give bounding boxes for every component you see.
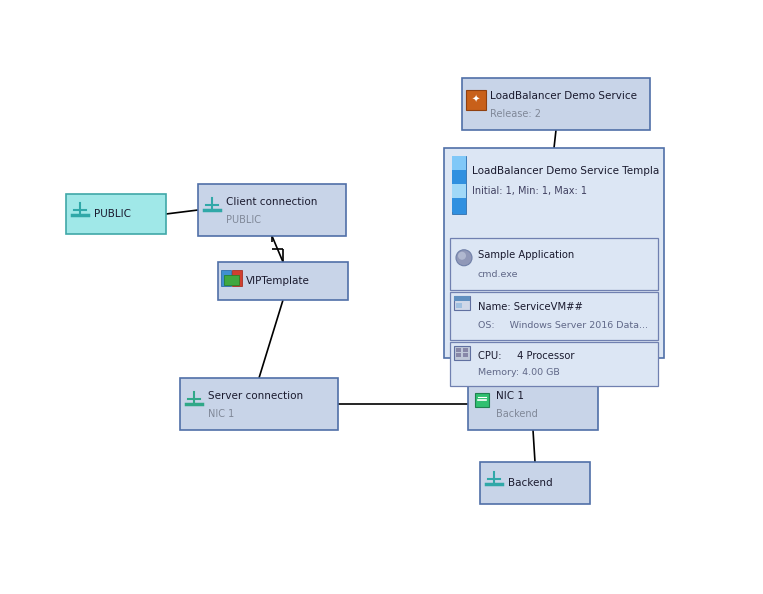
Bar [221, 270, 231, 286]
Bar [450, 342, 658, 386]
Bar [218, 262, 348, 300]
Bar [456, 303, 462, 308]
Text: Server connection: Server connection [208, 391, 303, 401]
Text: cmd.exe: cmd.exe [478, 270, 519, 279]
Text: PUBLIC: PUBLIC [94, 209, 131, 219]
Bar [463, 353, 468, 357]
Text: LoadBalancer Demo Service: LoadBalancer Demo Service [490, 91, 637, 101]
Bar [444, 148, 664, 358]
Text: Release: 2: Release: 2 [490, 109, 541, 119]
Circle shape [458, 252, 466, 260]
Text: LoadBalancer Demo Service Templa: LoadBalancer Demo Service Templa [472, 166, 659, 176]
Bar [456, 348, 461, 352]
Bar [454, 346, 470, 360]
Text: Name: ServiceVM##: Name: ServiceVM## [478, 302, 583, 312]
Bar [456, 353, 461, 357]
Bar [466, 90, 486, 110]
Text: Client connection: Client connection [226, 197, 317, 207]
Bar [452, 184, 466, 198]
Bar [450, 292, 658, 340]
Text: ✦: ✦ [472, 95, 480, 105]
Bar [450, 238, 658, 290]
Bar [180, 378, 338, 430]
Text: Backend: Backend [496, 409, 538, 419]
Text: Backend: Backend [508, 478, 552, 488]
Text: Memory: 4.00 GB: Memory: 4.00 GB [478, 368, 560, 377]
Text: CPU:     4 Processor: CPU: 4 Processor [478, 351, 575, 361]
Bar [454, 296, 470, 301]
Bar [66, 194, 166, 234]
Bar [454, 296, 470, 310]
Bar [452, 170, 466, 184]
Bar [468, 378, 598, 430]
Text: Initial: 1, Min: 1, Max: 1: Initial: 1, Min: 1, Max: 1 [472, 186, 587, 196]
Bar [452, 156, 466, 170]
Text: VIPTemplate: VIPTemplate [246, 276, 310, 286]
Bar [198, 184, 346, 236]
Text: PUBLIC: PUBLIC [226, 216, 261, 225]
Bar [475, 393, 489, 407]
Circle shape [456, 249, 472, 266]
Bar [462, 78, 650, 130]
Text: Sample Application: Sample Application [478, 249, 575, 260]
Bar [452, 198, 466, 212]
Text: NIC 1: NIC 1 [496, 391, 524, 401]
Bar [480, 462, 590, 504]
Bar [224, 275, 239, 285]
Text: OS:     Windows Server 2016 Data...: OS: Windows Server 2016 Data... [478, 321, 648, 330]
Bar [463, 348, 468, 352]
Bar [452, 156, 466, 214]
Text: NIC 1: NIC 1 [208, 409, 234, 419]
Bar [232, 270, 242, 286]
